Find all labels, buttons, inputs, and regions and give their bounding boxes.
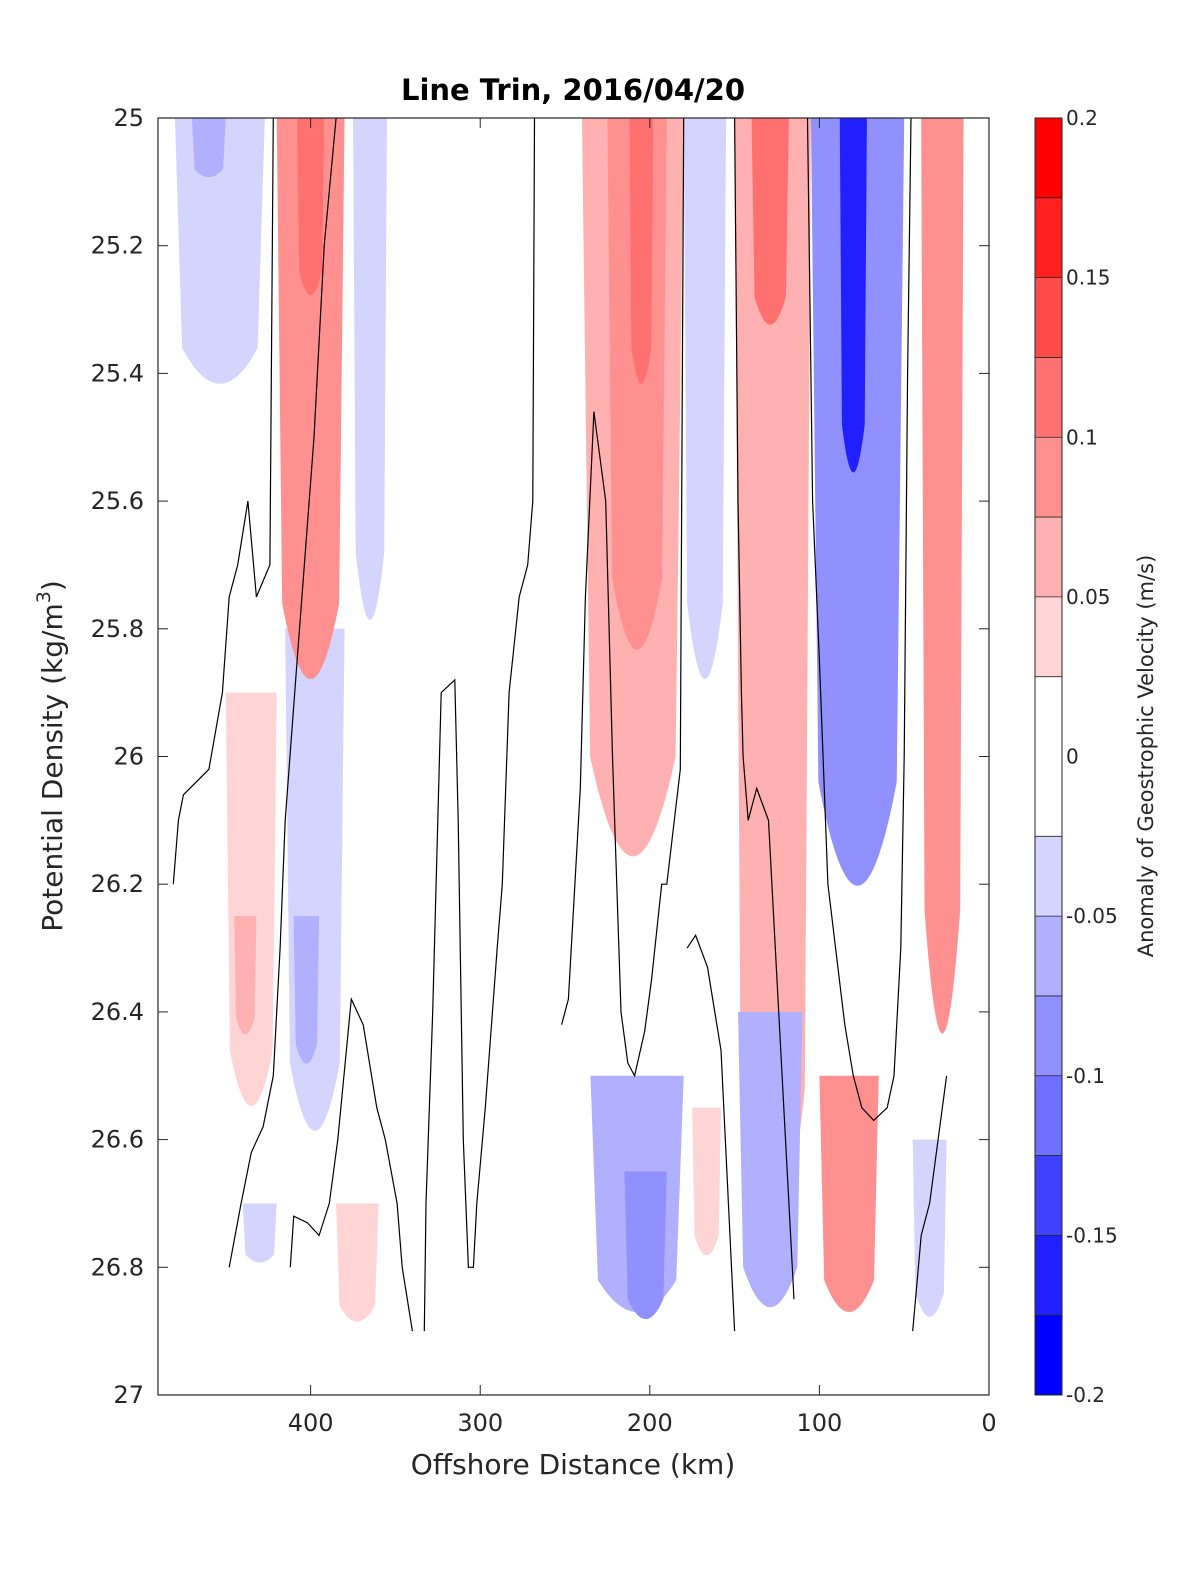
anomaly-region-15 [293,916,320,1064]
y-tick-label: 26.6 [91,1126,144,1154]
zero-contour-6 [733,118,795,1300]
anomaly-region-19 [921,118,964,1034]
anomaly-region-21 [819,1075,879,1312]
colorbar-segment [1035,676,1062,837]
y-axis-label-superscript: 3 [33,591,55,603]
y-axis-label: Potential Density (kg/m3) [33,580,69,932]
colorbar-segment [1035,1075,1062,1156]
colorbar-segment [1035,916,1062,996]
x-tick-label: 0 [981,1409,996,1437]
colorbar-segment [1035,1155,1062,1236]
y-tick-label: 25.2 [91,232,144,260]
colorbar-segment [1035,277,1062,358]
x-tick-label: 100 [797,1409,843,1437]
zero-contour-8 [912,1075,948,1332]
y-tick-label: 26.2 [91,870,144,898]
y-tick-label: 26 [113,743,144,771]
colorbar-segment [1035,118,1062,198]
anomaly-region-2 [225,692,277,1107]
anomaly-region-13 [191,118,226,178]
anomaly-region-1 [353,118,387,621]
zero-contour-1 [228,118,337,1268]
colorbar-segment [1035,995,1062,1076]
colorbar-segment [1035,517,1062,597]
zero-contour-7 [806,118,912,1122]
y-axis-label-main: Potential Density (kg/m [36,603,69,932]
anomaly-region-3 [336,1203,379,1322]
anomaly-region-22 [751,118,789,325]
colorbar-segment [1035,836,1062,917]
colorbar-tick-label: -0.15 [1066,1223,1118,1247]
y-tick-label: 25.6 [91,487,144,515]
anomaly-region-14 [234,916,257,1035]
anomaly-region-5 [692,1107,722,1256]
colorbar [1034,117,1063,1396]
colorbar-tick-label: 0 [1066,745,1079,769]
colorbar-segment [1035,1315,1062,1395]
y-tick-label: 25.4 [91,359,144,387]
zero-contour-4 [561,118,685,1078]
anomaly-region-20 [624,1171,667,1320]
y-tick-label: 25 [113,104,144,132]
x-tick-label: 300 [457,1409,503,1437]
y-tick-label: 25.8 [91,615,144,643]
anomaly-region-4 [242,1203,277,1263]
x-tick-label: 400 [288,1409,334,1437]
colorbar-ticks: 0.2 0.15 0.1 0.05 0 -0.05 -0.1 -0.15 -0.2 [1066,106,1118,1407]
x-axis: 400 300 200 100 0 [288,118,997,1437]
x-axis-label: Offshore Distance (km) [411,1448,736,1481]
y-axis: 25 25.2 25.4 25.6 25.8 26 26.2 26.4 26.6 26.8 27 [91,104,989,1409]
anomaly-region-10 [734,118,811,1241]
y-tick-label: 27 [113,1381,144,1409]
anomaly-region-12 [738,1011,803,1308]
zero-contour-3 [423,118,536,1332]
velocity-anomaly-field [174,118,964,1322]
anomaly-region-23 [629,118,654,384]
y-axis-label-close: ) [36,580,69,591]
colorbar-tick-label: -0.2 [1066,1383,1105,1407]
colorbar-tick-label: 0.2 [1066,106,1098,130]
colorbar-tick-label: 0.1 [1066,425,1098,449]
colorbar-frame [1034,117,1063,1396]
zero-contour-0 [172,118,274,885]
anomaly-region-7 [683,118,727,680]
colorbar-segment [1035,357,1062,438]
anomaly-region-17 [810,118,905,886]
anomaly-region-16 [276,118,345,680]
colorbar-tick-label: -0.1 [1066,1064,1105,1088]
y-tick-label: 26.4 [91,998,144,1026]
colorbar-label: Anomaly of Geostrophic Velocity (m/s) [1134,555,1158,958]
zero-contour-2 [289,996,413,1332]
anomaly-region-0 [174,118,265,384]
colorbar-segment [1035,197,1062,278]
anomaly-region-25 [839,118,867,473]
y-tick-label: 26.8 [91,1253,144,1281]
colorbar-segment [1035,437,1062,518]
zero-contour-5 [686,933,736,1332]
colorbar-segment [1035,596,1062,677]
colorbar-tick-label: 0.05 [1066,585,1111,609]
chart-title: Line Trin, 2016/04/20 [401,73,745,107]
x-tick-label: 200 [627,1409,673,1437]
colorbar-segment [1035,1235,1062,1316]
zero-contours [172,118,948,1332]
colorbar-tick-label: 0.15 [1066,266,1111,290]
colorbar-tick-label: -0.05 [1066,904,1118,928]
anomaly-region-24 [297,118,325,296]
anomaly-region-6 [912,1139,947,1317]
